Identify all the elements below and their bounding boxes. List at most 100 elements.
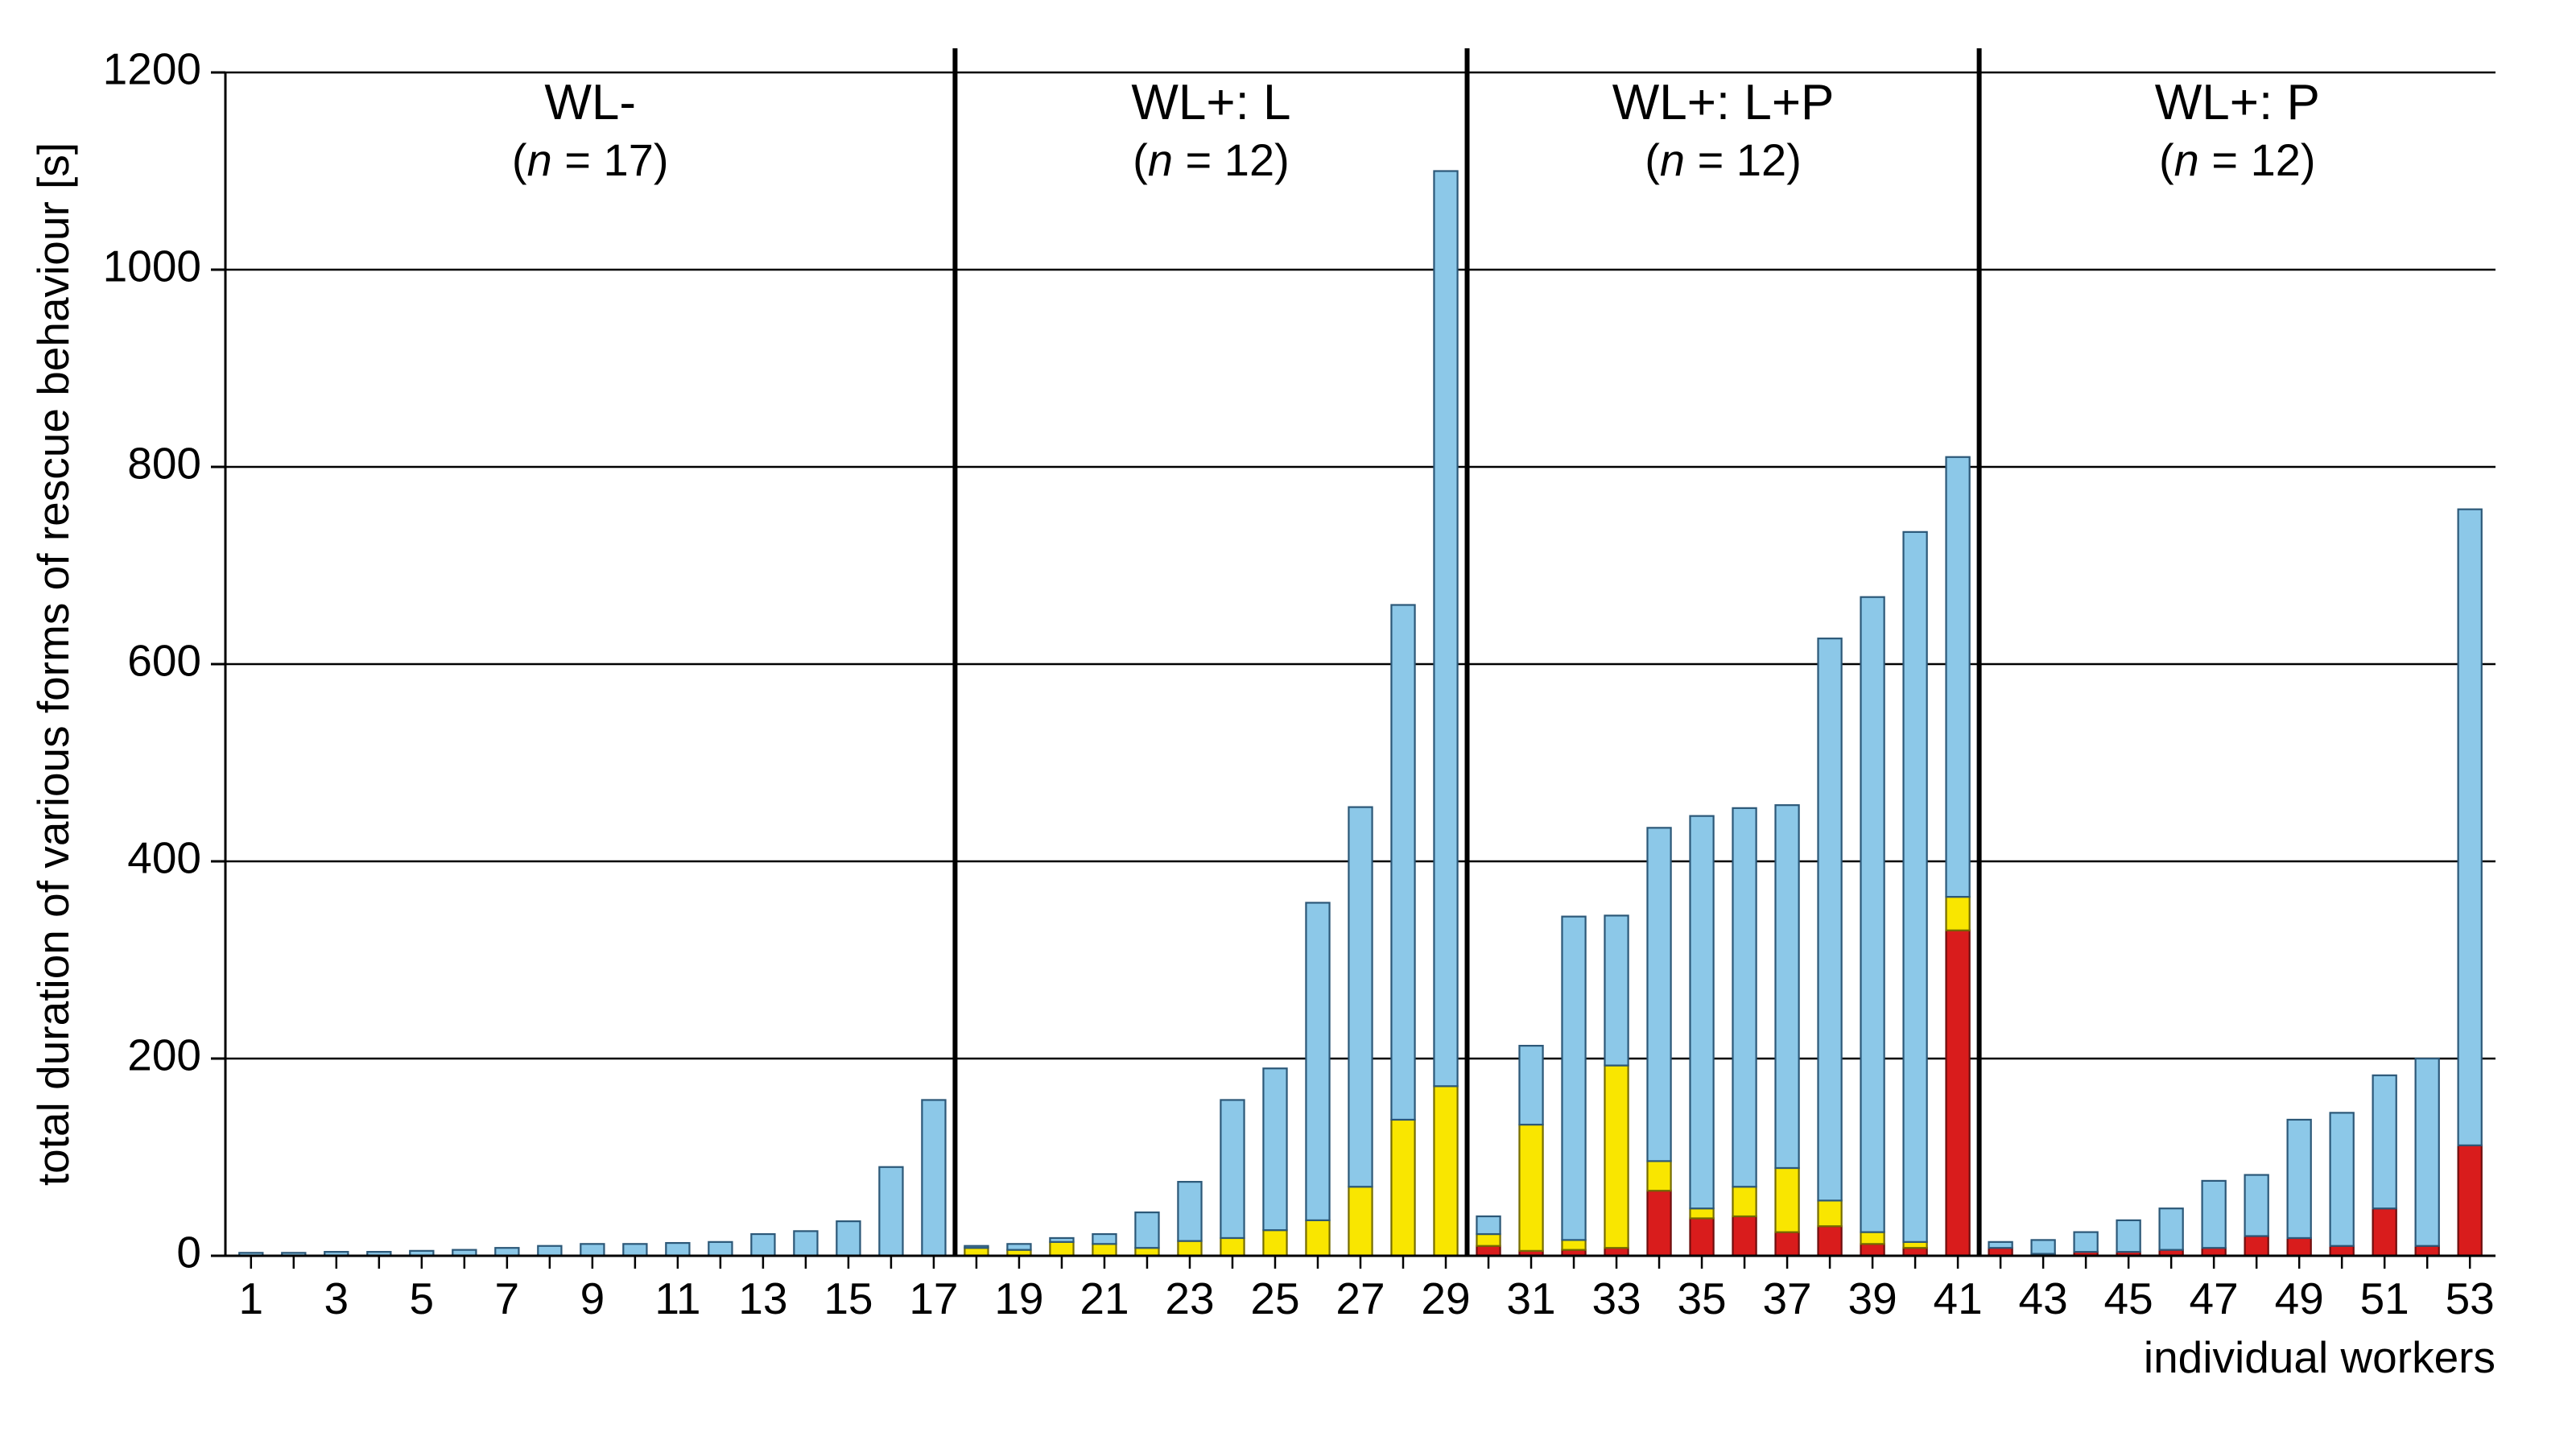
chart-container: 0200400600800100012001357911131517192123… bbox=[0, 0, 2576, 1449]
x-tick-label: 45 bbox=[2104, 1273, 2153, 1323]
bar-segment-blue bbox=[1647, 828, 1670, 1161]
x-tick-label: 23 bbox=[1165, 1273, 1214, 1323]
bar-segment-blue bbox=[708, 1242, 732, 1256]
bar-segment-yellow bbox=[1861, 1232, 1885, 1245]
bar-segment-blue bbox=[1989, 1242, 2013, 1248]
bar-segment-blue bbox=[1690, 816, 1713, 1209]
x-axis-label: individual workers bbox=[2144, 1332, 2496, 1382]
x-tick-label: 51 bbox=[2360, 1273, 2409, 1323]
bar-segment-yellow bbox=[1775, 1168, 1798, 1232]
bar-segment-red bbox=[1732, 1216, 1756, 1256]
bar-segment-yellow bbox=[1348, 1187, 1372, 1256]
bar-segment-blue bbox=[1904, 532, 1927, 1242]
bar-segment-red bbox=[2288, 1238, 2311, 1256]
bar-segment-blue bbox=[1818, 638, 1842, 1200]
bar-segment-blue bbox=[836, 1221, 860, 1256]
bar-segment-blue bbox=[1007, 1244, 1030, 1249]
x-tick-label: 9 bbox=[580, 1273, 605, 1323]
y-tick-label: 1000 bbox=[103, 241, 201, 291]
y-tick-label: 200 bbox=[127, 1030, 201, 1080]
bar-segment-red bbox=[1690, 1218, 1713, 1256]
x-tick-label: 37 bbox=[1762, 1273, 1811, 1323]
bar-segment-blue bbox=[1946, 457, 1970, 897]
bar-segment-red bbox=[2458, 1145, 2482, 1256]
bar-segment-red bbox=[1818, 1226, 1842, 1256]
bar-segment-red bbox=[1946, 931, 1970, 1256]
group-subtitle: (n = 12) bbox=[2159, 134, 2316, 185]
bar-segment-yellow bbox=[1519, 1125, 1542, 1251]
bar-segment-blue bbox=[1861, 597, 1885, 1232]
x-tick-label: 47 bbox=[2190, 1273, 2239, 1323]
y-tick-label: 1200 bbox=[103, 44, 201, 94]
bar-segment-blue bbox=[538, 1246, 561, 1256]
bar-segment-blue bbox=[1562, 917, 1585, 1240]
x-tick-label: 15 bbox=[824, 1273, 873, 1323]
bar-segment-yellow bbox=[1647, 1161, 1670, 1191]
bar-segment-blue bbox=[1178, 1182, 1201, 1241]
bar-segment-blue bbox=[1348, 807, 1372, 1187]
bar-segment-yellow bbox=[1946, 897, 1970, 931]
x-tick-label: 31 bbox=[1506, 1273, 1555, 1323]
group-subtitle: (n = 17) bbox=[512, 134, 669, 185]
bar-segment-blue bbox=[1775, 805, 1798, 1168]
x-tick-label: 33 bbox=[1591, 1273, 1641, 1323]
bar-segment-yellow bbox=[1732, 1187, 1756, 1216]
bar-segment-yellow bbox=[1434, 1086, 1457, 1256]
bar-segment-blue bbox=[1519, 1046, 1542, 1125]
bar-segment-blue bbox=[2160, 1208, 2183, 1249]
bar-segment-blue bbox=[2373, 1075, 2396, 1208]
bar-segment-red bbox=[1476, 1246, 1500, 1256]
bar-segment-blue bbox=[623, 1244, 646, 1256]
bar-segment-blue bbox=[794, 1231, 817, 1256]
bar-segment-blue bbox=[1306, 902, 1329, 1220]
bar-segment-blue bbox=[2245, 1175, 2268, 1236]
y-tick-label: 0 bbox=[176, 1228, 201, 1278]
bar-segment-blue bbox=[2202, 1181, 2226, 1248]
x-tick-label: 49 bbox=[2275, 1273, 2324, 1323]
bar-segment-blue bbox=[922, 1100, 945, 1256]
stacked-bar-chart: 0200400600800100012001357911131517192123… bbox=[0, 0, 2576, 1449]
bar-segment-yellow bbox=[1092, 1244, 1116, 1256]
y-tick-label: 400 bbox=[127, 833, 201, 883]
bar-segment-blue bbox=[2032, 1240, 2055, 1253]
bar-segment-blue bbox=[1391, 605, 1414, 1120]
bar-segment-yellow bbox=[1690, 1208, 1713, 1218]
bar-segment-blue bbox=[666, 1243, 689, 1256]
x-tick-label: 41 bbox=[1934, 1273, 1983, 1323]
y-tick-label: 800 bbox=[127, 439, 201, 489]
group-title: WL+: L bbox=[1131, 75, 1290, 130]
bar-segment-yellow bbox=[1604, 1066, 1628, 1249]
x-tick-label: 19 bbox=[994, 1273, 1043, 1323]
bar-segment-red bbox=[2416, 1246, 2439, 1256]
bar-segment-blue bbox=[2416, 1059, 2439, 1246]
bar-segment-red bbox=[1861, 1244, 1885, 1256]
group-subtitle: (n = 12) bbox=[1645, 134, 1802, 185]
bar-segment-blue bbox=[2074, 1232, 2098, 1253]
bar-segment-blue bbox=[1476, 1216, 1500, 1234]
bar-segment-blue bbox=[2288, 1120, 2311, 1238]
bar-segment-blue bbox=[751, 1234, 774, 1256]
bar-segment-blue bbox=[2330, 1112, 2354, 1245]
bar-segment-red bbox=[2373, 1208, 2396, 1256]
x-tick-label: 1 bbox=[239, 1273, 264, 1323]
bar-segment-yellow bbox=[1306, 1220, 1329, 1256]
bar-segment-yellow bbox=[1263, 1230, 1286, 1256]
bar-segment-blue bbox=[2117, 1220, 2140, 1252]
x-tick-label: 17 bbox=[909, 1273, 958, 1323]
bar-segment-blue bbox=[1220, 1100, 1244, 1238]
bar-segment-red bbox=[1647, 1191, 1670, 1256]
x-tick-label: 5 bbox=[410, 1273, 435, 1323]
bar-segment-yellow bbox=[1904, 1242, 1927, 1248]
bar-segment-blue bbox=[964, 1246, 988, 1248]
group-title: WL+: P bbox=[2155, 75, 2320, 130]
bar-segment-red bbox=[2330, 1246, 2354, 1256]
bar-segment-red bbox=[1775, 1232, 1798, 1256]
bar-segment-blue bbox=[1050, 1238, 1073, 1242]
bar-segment-blue bbox=[1135, 1212, 1158, 1248]
bar-segment-yellow bbox=[1220, 1238, 1244, 1256]
bar-segment-yellow bbox=[1562, 1240, 1585, 1249]
bar-segment-blue bbox=[1092, 1234, 1116, 1244]
bar-segment-yellow bbox=[1391, 1120, 1414, 1256]
x-tick-label: 43 bbox=[2019, 1273, 2068, 1323]
group-title: WL+: L+P bbox=[1612, 75, 1835, 130]
